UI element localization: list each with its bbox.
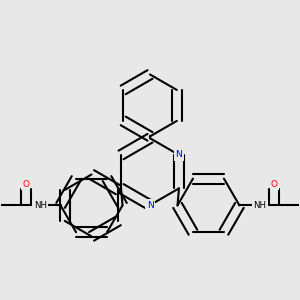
Text: O: O bbox=[22, 180, 29, 189]
Text: NH: NH bbox=[34, 201, 47, 210]
Text: O: O bbox=[271, 180, 278, 189]
Text: NH: NH bbox=[253, 201, 266, 210]
Text: N: N bbox=[176, 151, 182, 160]
Text: N: N bbox=[147, 201, 153, 210]
